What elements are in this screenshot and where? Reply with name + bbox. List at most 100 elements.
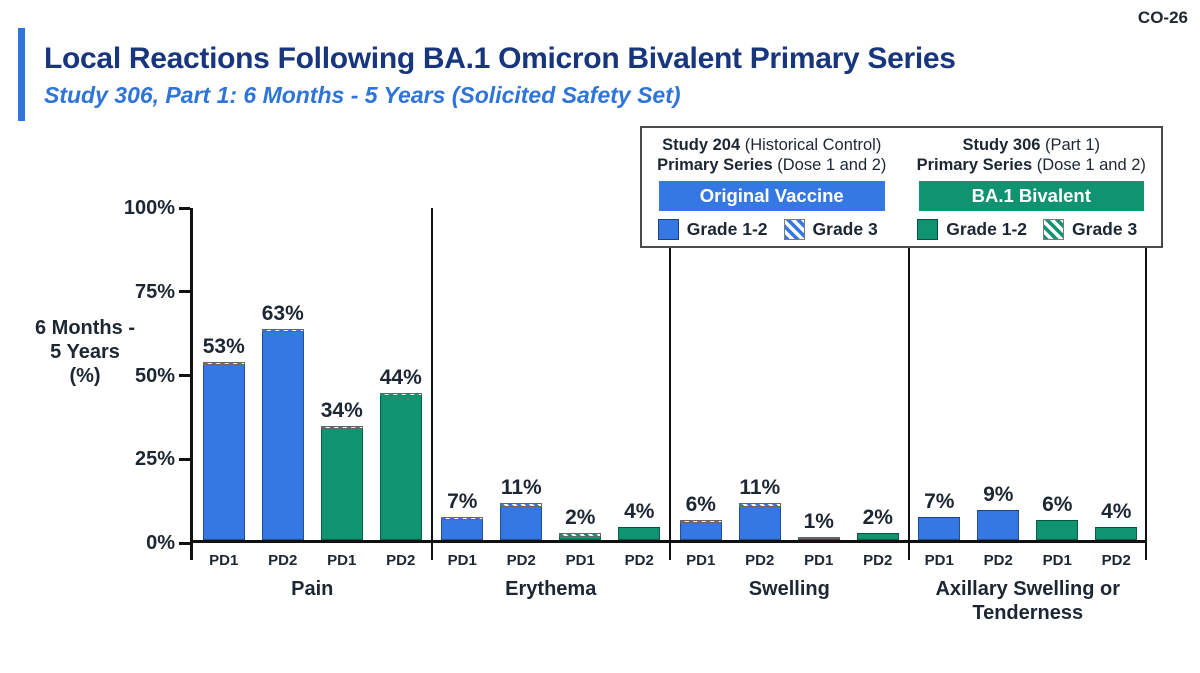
grade3-segment xyxy=(500,503,543,507)
legend-series-line: Primary Series (Dose 1 and 2) xyxy=(916,155,1148,175)
bar-axillary-bivalent-pd1: 6% PD1 xyxy=(1036,493,1079,569)
legend-series-name: Primary Series xyxy=(916,156,1033,175)
grade12-segment xyxy=(320,429,363,540)
grade12-segment xyxy=(1036,519,1079,540)
grade12-label: Grade 1-2 xyxy=(686,219,768,240)
grade3-segment xyxy=(261,328,304,332)
bar-swelling-bivalent-pd1: 1% PD1 xyxy=(797,510,840,569)
dose-label: PD2 xyxy=(863,552,893,569)
dose-label: PD2 xyxy=(745,552,775,569)
bar-group-axillary: 7% PD1 9% PD2 6% PD1 4% PD2 Axillary Swelling or… xyxy=(909,208,1148,624)
bar-value-label: 11% xyxy=(500,476,542,500)
bar-swelling-original-pd2: 11% PD2 xyxy=(738,476,781,569)
bar-value-label: 4% xyxy=(624,499,655,523)
category-label: Pain xyxy=(291,578,334,600)
dose-label: PD1 xyxy=(447,552,477,569)
legend-series-line: Primary Series (Dose 1 and 2) xyxy=(656,155,888,175)
grade12-segment xyxy=(500,506,543,540)
grade12-segment xyxy=(441,519,484,540)
legend-column-study-306: Study 306 (Part 1) Primary Series (Dose … xyxy=(902,128,1162,246)
category-label: Erythema xyxy=(505,578,597,600)
y-axis-tick xyxy=(179,206,190,210)
y-axis-tick xyxy=(179,290,190,294)
grade12-segment xyxy=(202,365,245,540)
bar-erythema-bivalent-pd2: 4% PD2 xyxy=(618,500,661,569)
slide-code: CO-26 xyxy=(1137,8,1188,27)
bar-pain-bivalent-pd1: 34% PD1 xyxy=(320,399,363,569)
grade3-segment xyxy=(202,362,245,366)
bar-axillary-bivalent-pd2: 4% PD2 xyxy=(1095,500,1138,569)
grade12-segment xyxy=(618,526,661,540)
y-axis-tick xyxy=(179,457,190,461)
legend-series-note: (Dose 1 and 2) xyxy=(772,156,887,175)
grade12-label: Grade 1-2 xyxy=(946,219,1028,240)
bar-erythema-original-pd2: 11% PD2 xyxy=(500,476,543,569)
grade12-segment xyxy=(797,539,840,540)
bar-value-label: 53% xyxy=(202,335,245,359)
bar-value-label: 34% xyxy=(320,399,363,423)
grade12-segment xyxy=(856,533,899,540)
bar-value-label: 63% xyxy=(261,301,304,325)
dose-label: PD1 xyxy=(924,552,954,569)
legend-study-name: Study 306 xyxy=(962,136,1041,154)
grade3-label: Grade 3 xyxy=(1072,219,1138,240)
grade12-segment xyxy=(977,509,1020,540)
y-axis-title: 6 Months - 5 Years (%) xyxy=(11,316,159,388)
y-axis-tick-label: 50% xyxy=(134,364,175,387)
bar-swelling-bivalent-pd2: 2% PD2 xyxy=(856,506,899,569)
bar-value-label: 2% xyxy=(565,506,596,530)
chart-legend: Study 204 (Historical Control) Primary S… xyxy=(640,126,1163,248)
title-accent-bar xyxy=(18,28,25,121)
group-divider-pain-erythema xyxy=(430,208,433,560)
grade3-swatch-blue-hatched xyxy=(783,219,805,241)
page-subtitle: Study 306, Part 1: 6 Months - 5 Years (S… xyxy=(44,82,681,108)
legend-study-name: Study 204 xyxy=(662,136,741,154)
grade12-segment xyxy=(261,331,304,540)
bar-pain-original-pd2: 63% PD2 xyxy=(261,302,304,569)
y-axis-tick-label: 100% xyxy=(123,197,175,219)
group-divider-erythema-swelling xyxy=(669,208,671,560)
bar-value-label: 6% xyxy=(1042,492,1073,516)
grade12-swatch-blue xyxy=(657,219,679,241)
y-axis-title-line: 6 Months - xyxy=(35,317,135,339)
bar-group-swelling: 6% PD1 11% PD2 1% PD1 2% PD2 Swelling xyxy=(670,208,909,600)
legend-swatch-row: Grade 1-2 Grade 3 xyxy=(916,219,1148,241)
dose-label: PD2 xyxy=(268,552,298,569)
legend-column-study-204: Study 204 (Historical Control) Primary S… xyxy=(642,128,902,246)
dose-label: PD2 xyxy=(983,552,1013,569)
grade3-segment xyxy=(559,533,602,537)
category-label: Swelling xyxy=(748,578,830,600)
bar-erythema-original-pd1: 7% PD1 xyxy=(441,490,484,569)
grade12-segment xyxy=(679,522,722,540)
dose-label: PD1 xyxy=(804,552,834,569)
page-title: Local Reactions Following BA.1 Omicron B… xyxy=(44,42,956,75)
bar-erythema-bivalent-pd1: 2% PD1 xyxy=(559,506,602,569)
bar-pain-bivalent-pd2: 44% PD2 xyxy=(379,366,422,569)
dose-label: PD1 xyxy=(565,552,595,569)
grade12-swatch-green xyxy=(917,219,939,241)
bar-axillary-original-pd1: 7% PD1 xyxy=(918,490,961,569)
grade12-segment xyxy=(918,516,961,540)
dose-label: PD2 xyxy=(1101,552,1131,569)
grade12-segment xyxy=(1095,526,1138,540)
bar-axillary-original-pd2: 9% PD2 xyxy=(977,483,1020,569)
legend-series-note: (Dose 1 and 2) xyxy=(1032,156,1146,175)
bar-value-label: 11% xyxy=(739,476,781,500)
y-axis-tick-label: 75% xyxy=(134,280,175,303)
grade3-segment xyxy=(441,516,484,520)
dose-label: PD1 xyxy=(327,552,357,569)
bar-value-label: 7% xyxy=(447,489,478,513)
bar-group-pain: 53% PD1 63% PD2 34% PD1 44% PD2 Pain xyxy=(193,208,432,600)
bar-value-label: 9% xyxy=(983,482,1014,506)
y-axis-tick-label: 25% xyxy=(134,448,175,471)
grade3-segment xyxy=(379,392,422,396)
y-axis-title-line: (%) xyxy=(69,365,101,387)
y-axis-tick-label: 0% xyxy=(146,532,175,554)
dose-label: PD1 xyxy=(686,552,716,569)
legend-banner-ba1-bivalent: BA.1 Bivalent xyxy=(918,181,1144,212)
bar-value-label: 2% xyxy=(862,506,893,530)
y-axis-title-line: 5 Years xyxy=(50,341,120,363)
grade3-segment xyxy=(679,519,722,523)
dose-label: PD2 xyxy=(624,552,654,569)
